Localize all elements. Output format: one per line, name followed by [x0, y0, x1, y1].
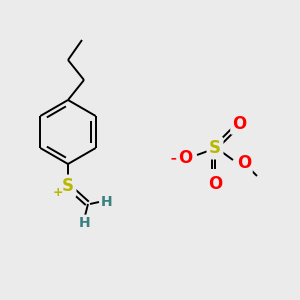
Text: H: H: [79, 216, 91, 230]
Text: O: O: [237, 154, 251, 172]
Text: O: O: [208, 175, 222, 193]
Text: S: S: [209, 139, 221, 157]
Text: O: O: [178, 149, 192, 167]
Text: +: +: [53, 185, 63, 199]
Text: S: S: [62, 177, 74, 195]
Text: −: −: [169, 151, 181, 165]
Text: H: H: [101, 195, 113, 209]
Text: O: O: [232, 115, 246, 133]
